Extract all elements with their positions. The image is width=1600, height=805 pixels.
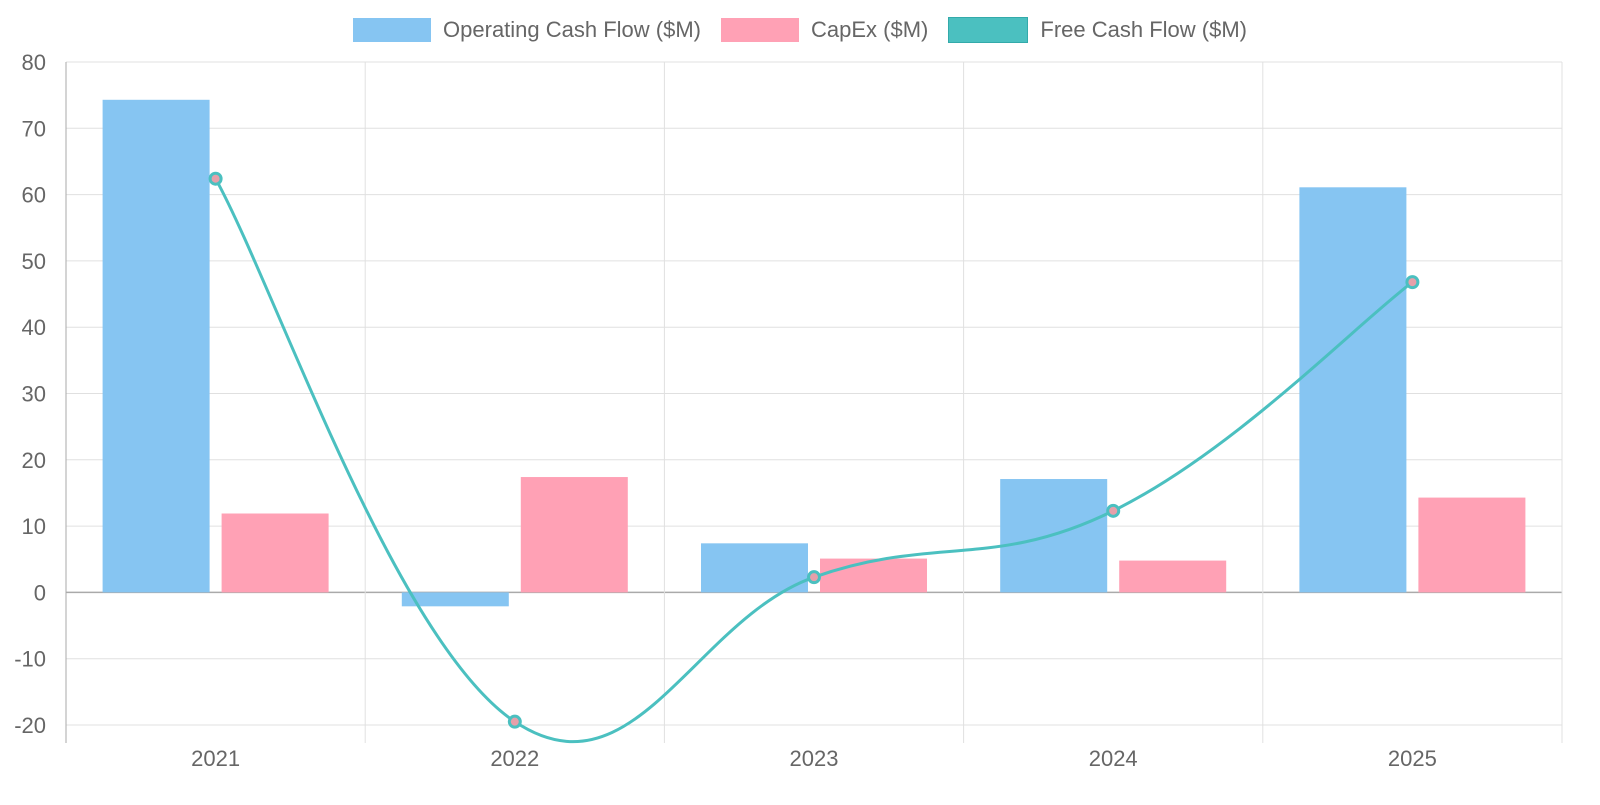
legend: Operating Cash Flow ($M) CapEx ($M) Free…: [0, 17, 1600, 43]
point-free-cash-flow: [1106, 503, 1121, 518]
x-tick-label: 2021: [191, 746, 240, 771]
legend-label: CapEx ($M): [811, 17, 929, 42]
point-free-cash-flow: [807, 570, 821, 585]
legend-swatch: [353, 18, 432, 42]
point-free-cash-flow: [208, 171, 223, 186]
y-tick-label: 0: [34, 580, 46, 605]
y-tick-label: -20: [14, 713, 46, 738]
y-tick-label: -10: [14, 647, 46, 672]
point-free-cash-flow: [1405, 275, 1420, 290]
x-tick-label: 2025: [1388, 746, 1437, 771]
legend-item-capex[interactable]: CapEx ($M): [721, 17, 928, 43]
x-tick-label: 2023: [790, 746, 839, 771]
x-tick-label: 2024: [1089, 746, 1138, 771]
line-free-cash-flow: [214, 177, 1414, 744]
y-tick-label: 10: [22, 514, 46, 539]
bar-capex: [1119, 560, 1227, 593]
point-free-cash-flow: [507, 714, 522, 729]
legend-item-free-cash-flow[interactable]: Free Cash Flow ($M): [948, 17, 1247, 43]
y-tick-label: 60: [22, 183, 46, 208]
y-tick-label: 80: [22, 50, 46, 75]
bar-operating-cash-flow: [102, 99, 210, 593]
y-tick-label: 30: [22, 382, 46, 407]
y-tick-label: 70: [22, 116, 46, 141]
bar-capex: [1418, 497, 1526, 593]
y-tick-label: 20: [22, 448, 46, 473]
legend-item-operating-cash-flow[interactable]: Operating Cash Flow ($M): [353, 17, 701, 43]
legend-label: Free Cash Flow ($M): [1040, 17, 1247, 42]
bar-operating-cash-flow: [401, 592, 509, 607]
legend-swatch: [721, 18, 800, 42]
y-tick-label: 50: [22, 249, 46, 274]
y-tick-label: 40: [22, 315, 46, 340]
bar-operating-cash-flow: [701, 543, 808, 593]
bar-capex: [820, 558, 927, 593]
bar-capex: [520, 477, 628, 593]
legend-label: Operating Cash Flow ($M): [443, 17, 702, 42]
bar-operating-cash-flow: [1299, 187, 1407, 593]
bar-capex: [221, 513, 329, 593]
x-tick-label: 2022: [490, 746, 539, 771]
legend-swatch: [948, 17, 1029, 43]
